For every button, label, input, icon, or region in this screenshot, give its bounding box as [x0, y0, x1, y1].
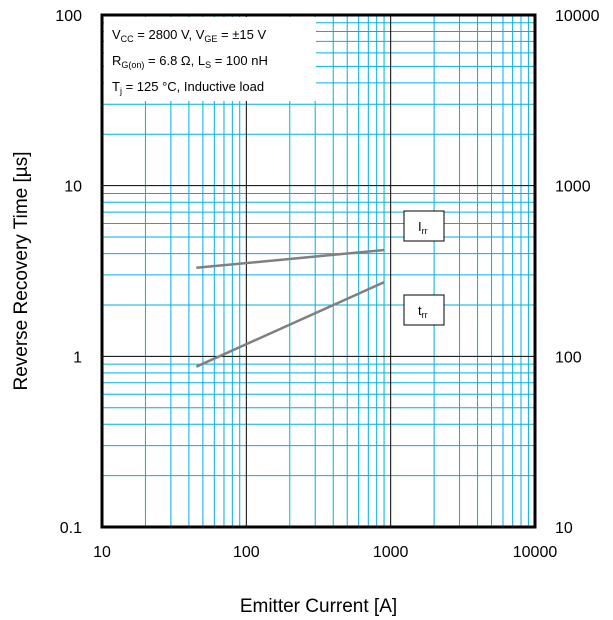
y-axis-title: Reverse Recovery Time [µs] [11, 151, 32, 390]
y-tick-label: 10 [64, 179, 82, 196]
plot-frame [100, 13, 537, 529]
condition-line: Tj = 125 °C, Inductive load [112, 79, 264, 96]
series-label-box [403, 294, 445, 326]
x-axis-title: Emitter Current [A] [240, 596, 397, 617]
series-layer: Irr trr [195, 210, 445, 368]
y-tick-label: 1 [73, 349, 82, 366]
condition-line: VCC = 2800 V, VGE = ±15 V [112, 27, 266, 44]
tick-labels: 10 100 1000 10000 0.1 1 10 100 10 100 1000 10000 [55, 8, 599, 561]
y2-tick-label: 10 [555, 520, 573, 537]
conditions-background [104, 17, 316, 101]
y2-tick-label: 100 [555, 349, 582, 366]
conditions-box: VCC = 2800 V, VGE = ±15 V RG(on) = 6.8 Ω,… [104, 17, 316, 101]
x-tick-label: 10 [93, 544, 111, 561]
series-label-text: Irr [418, 219, 428, 236]
series-label-trr: trr [403, 294, 445, 326]
series-label-box [403, 210, 445, 242]
x-tick-label: 10000 [513, 544, 558, 561]
y-tick-label: 100 [55, 8, 82, 25]
series-label-text: trr [418, 303, 428, 320]
series-line-trr [195, 281, 385, 368]
series-label-Irr: Irr [403, 210, 445, 242]
y2-tick-label: 1000 [555, 179, 591, 196]
series-line-Irr [196, 248, 385, 270]
x-tick-label: 100 [233, 544, 260, 561]
x-tick-label: 1000 [373, 544, 409, 561]
y-tick-label: 0.1 [60, 520, 82, 537]
condition-line: RG(on) = 6.8 Ω, LS = 100 nH [112, 53, 268, 70]
y2-tick-label: 10000 [555, 8, 600, 25]
